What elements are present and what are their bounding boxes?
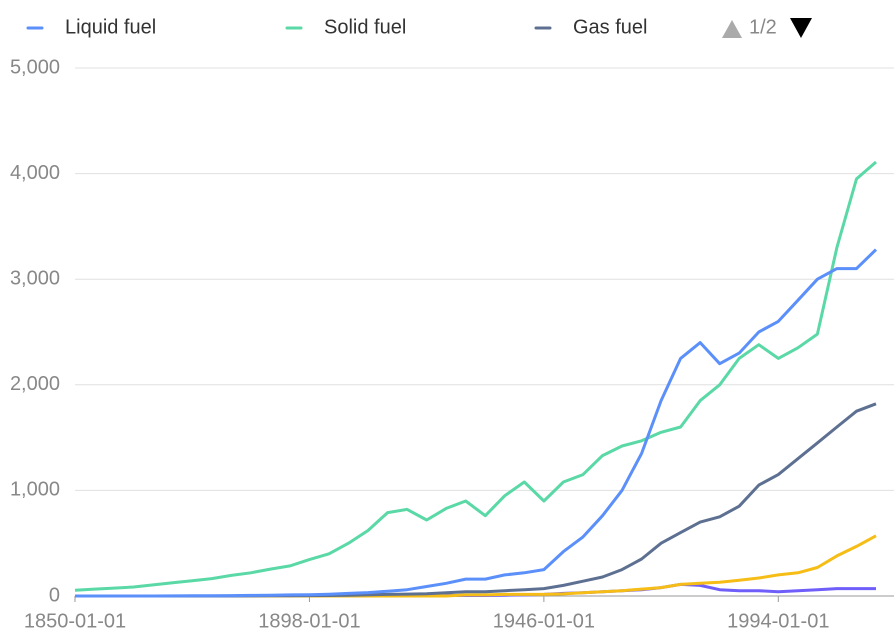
x-tick-label: 1850-01-01 <box>24 610 126 632</box>
series-line <box>75 248 878 598</box>
y-tick-label: 2,000 <box>10 373 60 395</box>
y-tick-label: 0 <box>49 584 60 606</box>
x-tick-label: 1946-01-01 <box>493 610 595 632</box>
legend-prev-arrow[interactable] <box>722 20 742 38</box>
y-tick-label: 5,000 <box>10 56 60 78</box>
y-tick-label: 4,000 <box>10 162 60 184</box>
x-tick-label: 1898-01-01 <box>258 610 360 632</box>
legend-label[interactable]: Liquid fuel <box>65 16 156 38</box>
y-tick-label: 3,000 <box>10 267 60 289</box>
legend-page: 1/2 <box>749 16 777 38</box>
legend-next-arrow[interactable] <box>790 18 812 38</box>
y-tick-label: 1,000 <box>10 479 60 501</box>
series-line <box>75 402 877 598</box>
legend-label[interactable]: Solid fuel <box>324 16 406 38</box>
x-tick-label: 1994-01-01 <box>727 610 829 632</box>
legend-label[interactable]: Gas fuel <box>573 16 647 38</box>
series-line <box>74 160 877 592</box>
series-line <box>75 534 877 598</box>
